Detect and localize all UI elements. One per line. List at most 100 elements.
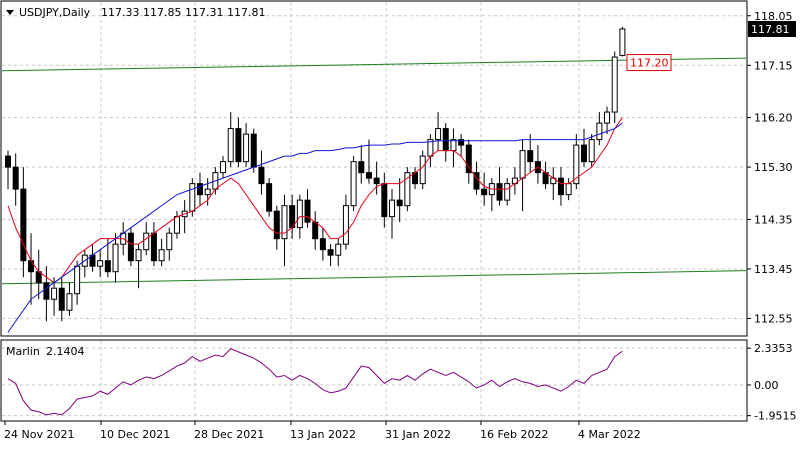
candle[interactable] xyxy=(112,233,119,283)
candle[interactable] xyxy=(581,128,587,168)
price-tick-label: 116.20 xyxy=(754,112,793,125)
candle[interactable] xyxy=(404,167,411,212)
candle-body-up xyxy=(173,216,180,234)
candle-body-up xyxy=(573,144,580,185)
candle[interactable] xyxy=(281,194,288,267)
candle-body-down xyxy=(581,144,587,163)
candles[interactable] xyxy=(5,26,626,322)
candle[interactable] xyxy=(135,244,142,289)
indicator-grid xyxy=(2,341,746,420)
candle[interactable] xyxy=(166,227,173,261)
candle-body-up xyxy=(189,183,196,212)
candle[interactable] xyxy=(596,112,603,146)
candle[interactable] xyxy=(319,227,326,261)
indicator-tick-label: 2.3353 xyxy=(754,342,793,355)
candle-body-up xyxy=(227,128,234,163)
candle[interactable] xyxy=(327,244,334,267)
level-label-text: 117.20 xyxy=(630,57,669,70)
candle[interactable] xyxy=(342,194,349,250)
price-axis: 118.05 117.15 116.20 115.30 114.35 113.45 112.… xyxy=(747,10,793,325)
main-pane: 118.05 117.15 116.20 115.30 114.35 113.45 112.… xyxy=(0,0,796,337)
time-label: 13 Jan 2022 xyxy=(290,428,356,441)
candle-body-down xyxy=(496,183,503,201)
candle[interactable] xyxy=(43,266,50,322)
candle[interactable] xyxy=(604,106,611,135)
candle-body-down xyxy=(396,199,403,207)
candle-body-down xyxy=(58,287,65,311)
candle-body-down xyxy=(250,133,257,168)
candle[interactable] xyxy=(266,178,273,217)
oscillator-line xyxy=(7,348,623,416)
price-tick-label: 115.30 xyxy=(754,161,793,174)
candle[interactable] xyxy=(465,139,472,184)
candle-body-up xyxy=(404,172,411,207)
candle-body-up xyxy=(243,133,250,163)
candle-body-down xyxy=(5,155,11,168)
candle[interactable] xyxy=(235,117,242,168)
candle[interactable] xyxy=(365,139,372,184)
candle[interactable] xyxy=(20,167,27,278)
candle[interactable] xyxy=(304,189,311,228)
candle[interactable] xyxy=(481,172,488,206)
candle[interactable] xyxy=(12,153,19,206)
candle[interactable] xyxy=(158,238,165,267)
candle[interactable] xyxy=(273,205,280,250)
candle[interactable] xyxy=(373,161,380,195)
candle-body-down xyxy=(465,144,472,174)
candle[interactable] xyxy=(335,238,342,267)
candle[interactable] xyxy=(611,51,618,124)
current-price-text: 117.81 xyxy=(751,23,790,36)
candle-body-up xyxy=(135,249,142,262)
candle[interactable] xyxy=(396,178,403,223)
chevron-down-icon[interactable] xyxy=(6,10,14,15)
candle[interactable] xyxy=(358,145,365,184)
candle[interactable] xyxy=(243,123,250,168)
candle[interactable] xyxy=(619,26,626,57)
candle-body-up xyxy=(604,111,611,124)
price-tick-label: 112.55 xyxy=(754,312,793,325)
price-tick-label: 113.45 xyxy=(754,263,793,276)
candle-body-up xyxy=(504,183,511,201)
candle[interactable] xyxy=(504,178,511,206)
candle[interactable] xyxy=(66,282,73,316)
candle[interactable] xyxy=(5,150,11,190)
candle-body-up xyxy=(143,232,150,251)
candle-body-down xyxy=(258,166,265,185)
candle-body-up xyxy=(435,128,442,141)
candle[interactable] xyxy=(419,150,426,190)
indicator-name: Marlin xyxy=(6,345,40,358)
candle[interactable] xyxy=(127,227,134,267)
candle-body-up xyxy=(220,161,227,174)
candle-body-down xyxy=(304,199,311,223)
candle[interactable] xyxy=(197,172,203,206)
level-label-box xyxy=(626,54,672,72)
channel-line xyxy=(1,57,747,72)
candle[interactable] xyxy=(573,134,580,190)
candle[interactable] xyxy=(350,156,357,212)
candle-body-up xyxy=(335,243,342,256)
candle[interactable] xyxy=(97,249,104,278)
candle[interactable] xyxy=(51,277,58,316)
candle[interactable] xyxy=(104,238,111,278)
moving-averages xyxy=(7,117,623,333)
candle-body-up xyxy=(296,199,303,229)
candle[interactable] xyxy=(496,167,503,206)
candle[interactable] xyxy=(458,134,465,157)
candle-body-down xyxy=(458,139,465,146)
candle-body-up xyxy=(51,287,58,300)
indicator-pane: 2.3353 0.00 -1.9515 Marlin 2.1404 xyxy=(0,339,796,423)
candle[interactable] xyxy=(588,134,595,168)
candle[interactable] xyxy=(58,277,65,322)
candle[interactable] xyxy=(435,112,442,151)
candle[interactable] xyxy=(258,150,265,195)
candle[interactable] xyxy=(227,112,234,168)
candle[interactable] xyxy=(389,189,395,239)
candle[interactable] xyxy=(204,178,211,206)
candle-body-down xyxy=(150,232,157,262)
candle-body-down xyxy=(527,150,534,163)
candle-body-down xyxy=(127,232,134,262)
candle[interactable] xyxy=(557,167,564,206)
candle[interactable] xyxy=(527,134,534,173)
candle[interactable] xyxy=(220,156,227,179)
